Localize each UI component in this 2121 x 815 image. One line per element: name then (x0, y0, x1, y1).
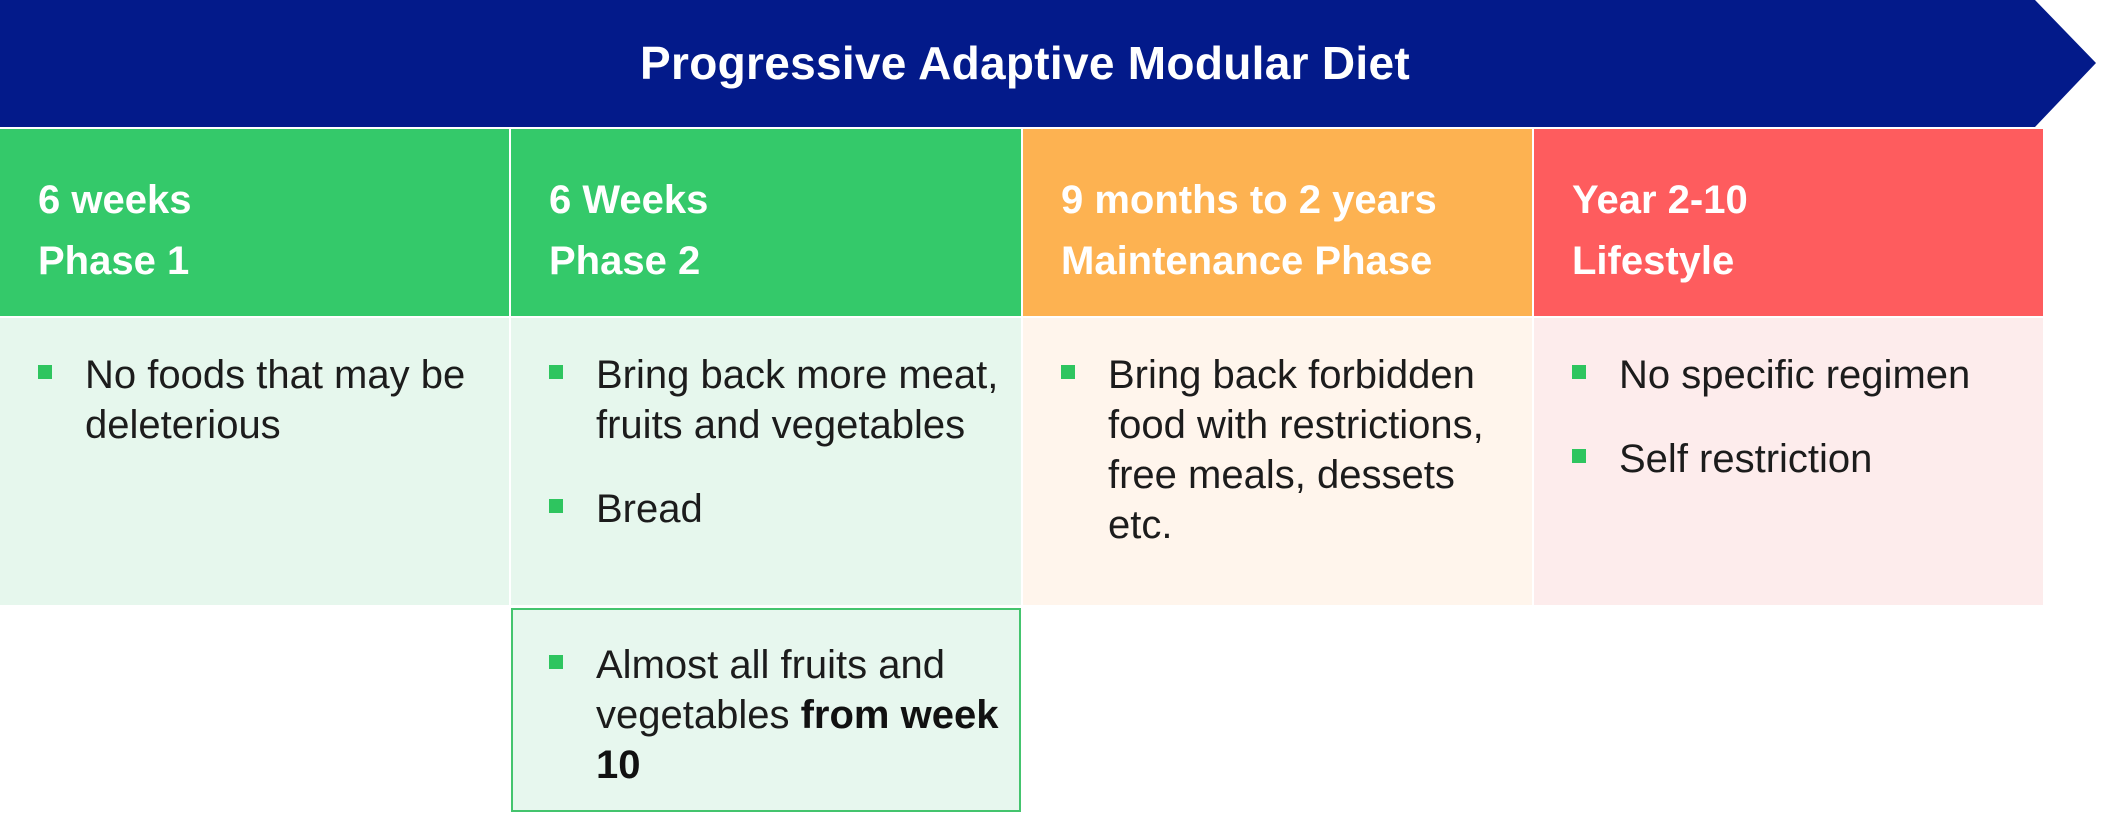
phase-1-duration: 6 weeks (38, 178, 192, 222)
lifestyle-header: Year 2-10 Lifestyle (1534, 129, 2043, 316)
phase-2-list: Bring back more meat, fruits and vegetab… (549, 350, 1001, 534)
diet-banner: Progressive Adaptive Modular Diet (0, 0, 2121, 127)
phase-2-extra-note: Almost all fruits and vegetables from we… (511, 608, 1021, 812)
bullet-square-icon (1572, 365, 1586, 379)
phase-1-title: Phase 1 (38, 239, 190, 283)
lifestyle-list: No specific regimen Self restriction (1572, 350, 2023, 484)
maintenance-title: Maintenance Phase (1061, 239, 1433, 283)
lifestyle-body: No specific regimen Self restriction (1534, 318, 2043, 605)
phase-1-body: No foods that may be deleterious (0, 318, 509, 605)
list-item: No foods that may be deleterious (38, 350, 489, 450)
maintenance-duration: 9 months to 2 years (1061, 178, 1437, 222)
maintenance-phase-header: 9 months to 2 years Maintenance Phase (1023, 129, 1532, 316)
maintenance-phase-body: Bring back forbidden food with restricti… (1023, 318, 1532, 605)
phase-2-title: Phase 2 (549, 239, 701, 283)
phase-2-extra-text: Almost all fruits and vegetables (596, 643, 946, 737)
phase-2-header: 6 Weeks Phase 2 (511, 129, 1021, 316)
banner-arrow-shape (0, 0, 2096, 127)
phase-2-extra-bold-text: from week 10 (596, 693, 999, 787)
phase-2-body: Bring back more meat, fruits and vegetab… (511, 318, 1021, 605)
banner-title: Progressive Adaptive Modular Diet (640, 37, 1410, 89)
list-item: Almost all fruits and vegetables from we… (549, 640, 999, 790)
phase-2-duration: 6 Weeks (549, 178, 709, 222)
bullet-square-icon (549, 365, 563, 379)
list-item: Bread (549, 484, 1001, 534)
bullet-square-icon (549, 655, 563, 669)
lifestyle-title: Lifestyle (1572, 239, 1735, 283)
list-item: No specific regimen (1572, 350, 2023, 400)
bullet-square-icon (38, 365, 52, 379)
lifestyle-duration: Year 2-10 (1572, 178, 1748, 222)
bullet-square-icon (1061, 365, 1075, 379)
bullet-square-icon (1572, 449, 1586, 463)
phase-1-header: 6 weeks Phase 1 (0, 129, 509, 316)
maintenance-list: Bring back forbidden food with restricti… (1061, 350, 1512, 550)
phase-1-list: No foods that may be deleterious (38, 350, 489, 450)
list-item: Bring back more meat, fruits and vegetab… (549, 350, 1001, 450)
list-item: Bring back forbidden food with restricti… (1061, 350, 1512, 550)
list-item: Self restriction (1572, 434, 2023, 484)
bullet-square-icon (549, 499, 563, 513)
phase-2-extra-list: Almost all fruits and vegetables from we… (549, 640, 999, 790)
